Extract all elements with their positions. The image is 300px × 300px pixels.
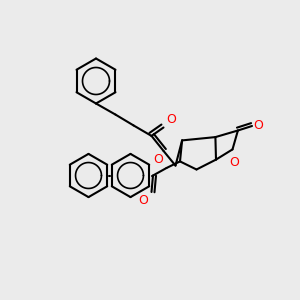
Text: O: O [166,113,176,126]
Text: O: O [139,194,148,206]
Text: O: O [229,156,239,169]
Text: O: O [254,118,263,132]
Text: O: O [154,153,164,166]
